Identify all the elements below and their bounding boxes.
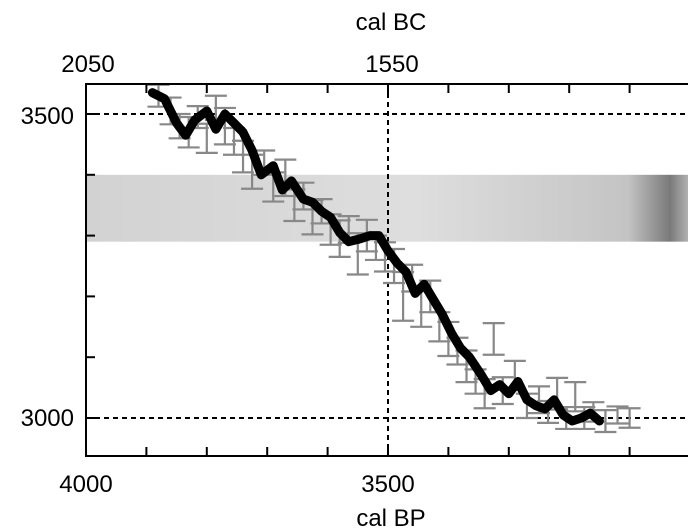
error-bar [594,408,617,434]
reference-lines [86,84,688,456]
error-bar [606,405,629,425]
top-tick-label-2050: 2050 [61,51,114,78]
calibration-curve [147,88,604,426]
top-axis-label: cal BC [356,9,427,36]
bottom-tick-label-4000: 4000 [59,471,112,498]
error-bar [482,322,505,356]
bottom-tick-label-3500: 3500 [361,471,414,498]
top-tick-label-1550: 1550 [365,51,418,78]
plot-frame [85,83,688,457]
y-tick-label-3000: 3000 [21,405,74,432]
y-tick-label-3500: 3500 [21,103,74,130]
bottom-axis-label: cal BP [356,505,425,530]
error-bar [618,407,641,429]
axis-ticks [86,84,631,456]
